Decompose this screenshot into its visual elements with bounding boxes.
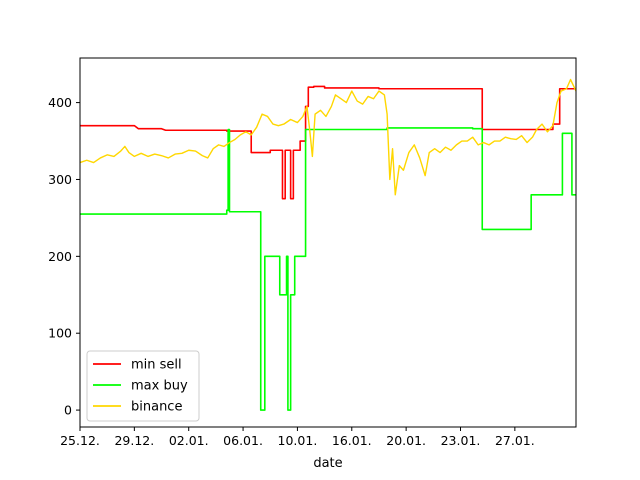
series-layer — [80, 78, 576, 411]
y-tick-label: 400 — [48, 95, 72, 110]
x-tick-label: 06.01. — [223, 433, 263, 448]
y-tick-label: 0 — [64, 403, 72, 418]
plot-frame — [79, 57, 577, 428]
legend-label: max buy — [131, 379, 188, 394]
x-tick-label: 25.12. — [60, 433, 100, 448]
legend: min sell max buy binance — [86, 350, 200, 422]
x-tick-label: 29.12. — [114, 433, 154, 448]
x-tick-label: 27.01. — [495, 433, 535, 448]
x-tick-label: 02.01. — [169, 433, 209, 448]
x-tick-label: 23.01. — [441, 433, 481, 448]
legend-label: binance — [131, 400, 182, 415]
y-tick-label: 300 — [48, 172, 72, 187]
x-tick-label: 20.01. — [386, 433, 426, 448]
y-tick-label: 200 — [48, 249, 72, 264]
series-line-min-sell — [80, 85, 576, 200]
ticks-layer: 25.12. 29.12. 02.01. 06.01. 10.01. 16.01. 20.0… — [48, 95, 535, 448]
y-tick-label: 100 — [48, 326, 72, 341]
x-tick-label: 16.01. — [332, 433, 372, 448]
series-line-max-buy — [80, 127, 576, 411]
series-line-binance — [80, 78, 576, 196]
x-axis-label: date — [313, 456, 342, 471]
legend-box — [86, 350, 200, 422]
x-tick-label: 10.01. — [278, 433, 318, 448]
legend-label: min sell — [131, 358, 182, 373]
